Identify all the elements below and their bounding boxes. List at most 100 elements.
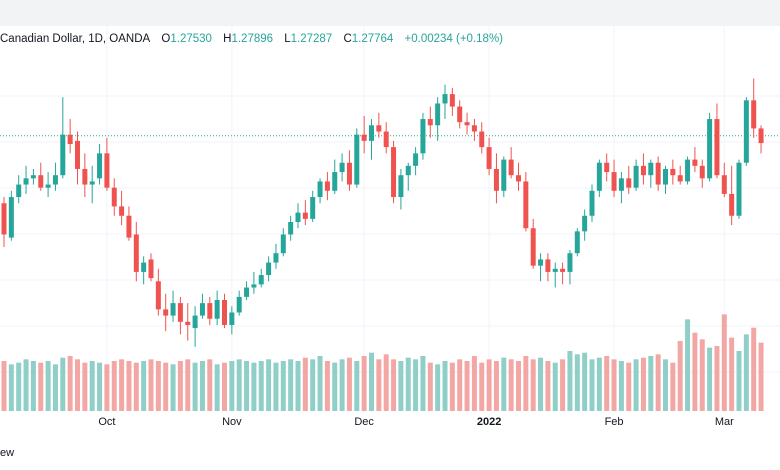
candle (758, 125, 764, 154)
candle (633, 159, 639, 191)
candle (611, 159, 617, 198)
volume-bar (523, 356, 529, 411)
volume-bar (457, 359, 463, 411)
volume-bar (361, 356, 367, 411)
volume-bar (111, 361, 117, 411)
volume-bar (493, 361, 499, 411)
volume-bar (89, 361, 95, 411)
volume-bar (545, 361, 551, 411)
change-value: +0.00234 (+0.18%) (404, 33, 503, 45)
candle-body (493, 168, 499, 191)
candle-body (67, 134, 73, 144)
candle (229, 306, 235, 335)
volume-bar (692, 332, 698, 411)
candle-body (119, 206, 125, 216)
candle-body (516, 175, 521, 182)
candle-body (361, 134, 367, 141)
volume-bar (640, 357, 646, 411)
volume-bar (16, 362, 22, 411)
volume-bar (501, 357, 507, 411)
volume-bar (244, 361, 250, 411)
volume-bar (435, 364, 441, 411)
candle-body (97, 153, 103, 179)
volume-bar (273, 362, 279, 411)
candle (376, 112, 382, 138)
candle (420, 112, 426, 160)
candle (707, 112, 713, 182)
candlestick-chart[interactable] (0, 26, 780, 440)
x-axis[interactable] (0, 410, 780, 436)
candle (523, 172, 529, 232)
volume-bar (214, 364, 220, 411)
candle-body (52, 175, 58, 185)
candle (8, 190, 14, 241)
volume-bar (736, 351, 742, 411)
candle (82, 153, 88, 198)
volume-bar (751, 327, 757, 411)
candle-body (582, 215, 588, 232)
candle-body (332, 172, 338, 191)
volume-bar (560, 359, 566, 411)
volume-bar (663, 359, 668, 411)
volume-bar (714, 346, 720, 411)
candle (236, 290, 242, 316)
candle (516, 162, 521, 191)
close-value: 1.27764 (351, 33, 394, 45)
volume-bar (655, 354, 661, 411)
candle (685, 156, 691, 185)
volume-bar (45, 361, 51, 411)
volume-bar (82, 362, 88, 411)
volume-bar (574, 354, 580, 411)
candle-body (310, 197, 316, 219)
volume-bar (52, 364, 58, 411)
candle (471, 119, 477, 141)
volume-bar (222, 362, 227, 411)
candle (589, 184, 595, 222)
candle (155, 268, 161, 316)
candle-body (295, 212, 301, 222)
candle-body (405, 165, 411, 176)
volume-bars (1, 314, 764, 411)
volume-bar (170, 364, 176, 411)
volume-bar (207, 359, 213, 411)
candle-body (655, 162, 661, 185)
candle-body (736, 162, 742, 216)
candle-body (45, 184, 51, 188)
candle (640, 153, 646, 185)
candle (596, 159, 602, 198)
volume-bar (699, 339, 705, 411)
volume-bar (258, 361, 264, 411)
candle-body (38, 175, 44, 188)
candle-body (648, 162, 654, 176)
candle (75, 131, 80, 185)
candle-body (155, 281, 161, 310)
candle-body (339, 162, 345, 173)
volume-bar (721, 314, 727, 411)
candle (567, 250, 573, 285)
volume-bar (391, 359, 397, 411)
candle-body (177, 303, 183, 322)
volume-bar (369, 352, 374, 411)
x-tick-label: Nov (222, 416, 242, 428)
candle-body (251, 284, 257, 288)
candle-body (133, 234, 139, 272)
volume-bar (310, 359, 316, 411)
candle (383, 122, 389, 154)
volume-bar (567, 351, 573, 411)
candle-body (258, 275, 264, 285)
candle-body (302, 212, 308, 219)
open-value: 1.27530 (170, 33, 212, 45)
candle-body (729, 193, 735, 216)
volume-bar (538, 357, 544, 411)
candle (361, 115, 367, 154)
candle-body (324, 181, 330, 191)
candle (663, 165, 668, 194)
low-value: 1.27287 (290, 33, 333, 45)
symbol-label: Canadian Dollar, 1D, OANDA (0, 33, 151, 45)
candle (354, 128, 360, 188)
volume-bar (618, 361, 624, 411)
candle-body (552, 268, 558, 272)
volume-bar (251, 362, 257, 411)
volume-bar (530, 359, 536, 411)
candle (177, 296, 183, 335)
